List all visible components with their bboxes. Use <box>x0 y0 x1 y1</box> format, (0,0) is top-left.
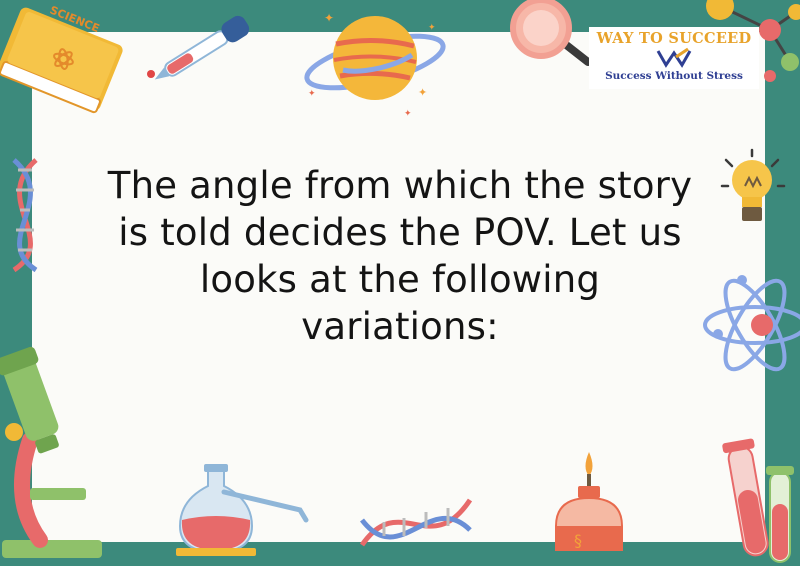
atom-icon <box>703 275 800 372</box>
microscope-icon <box>0 346 102 558</box>
svg-text:✦: ✦ <box>308 89 316 99</box>
science-book-icon: SCIENCE <box>0 3 123 114</box>
content-card <box>32 32 765 542</box>
svg-text:§: § <box>574 531 582 550</box>
svg-text:✦: ✦ <box>404 109 412 119</box>
logo-tagline: Success Without Stress <box>605 70 743 82</box>
logo-mark-icon <box>656 47 692 68</box>
slide-body-text: The angle from which the story is told d… <box>107 164 693 348</box>
burner-icon: § <box>555 452 623 551</box>
lightbulb-icon <box>720 148 786 221</box>
test-tubes-icon <box>722 438 794 563</box>
molecule-icon <box>706 0 800 82</box>
svg-text:✦: ✦ <box>428 23 436 33</box>
svg-text:✦: ✦ <box>418 86 427 99</box>
planet-icon: ✦ ✦ ✦ ✦ ✦ <box>304 11 446 119</box>
logo: WAY TO SUCCEED Success Without Stress <box>589 27 759 89</box>
magnifier-icon <box>510 0 592 66</box>
flask-icon <box>176 464 309 556</box>
dna-icon <box>359 498 473 547</box>
dropper-icon <box>147 15 250 80</box>
logo-title: WAY TO SUCCEED <box>596 30 752 47</box>
dna-icon <box>12 158 38 273</box>
svg-text:✦: ✦ <box>324 11 334 25</box>
